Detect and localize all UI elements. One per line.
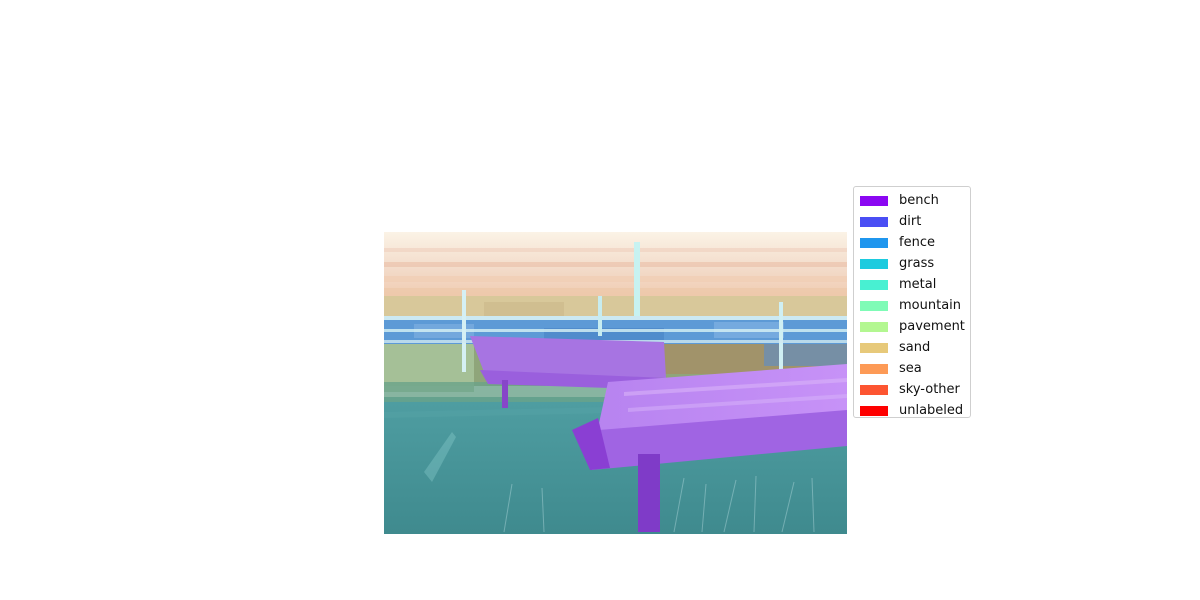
legend-label: pavement [899,319,965,334]
legend: bench dirt fence grass metal mountain pavement… [853,186,971,418]
legend-swatch [860,384,888,395]
legend-item-pavement: pavement [860,316,970,337]
legend-item-grass: grass [860,253,970,274]
legend-item-unlabeled: unlabeled [860,400,970,421]
metal-rail [384,316,847,320]
legend-item-sea: sea [860,358,970,379]
legend-label: metal [899,277,937,292]
legend-label: fence [899,235,935,250]
legend-label: unlabeled [899,403,964,418]
legend-label: bench [899,193,939,208]
legend-item-mountain: mountain [860,295,970,316]
bench-far [470,336,666,378]
legend-item-fence: fence [860,232,970,253]
legend-item-sky-other: sky-other [860,379,970,400]
legend-swatch [860,405,888,416]
legend-swatch [860,363,888,374]
legend-label: sand [899,340,931,355]
legend-label: sea [899,361,922,376]
legend-item-sand: sand [860,337,970,358]
legend-swatch [860,237,888,248]
legend-item-metal: metal [860,274,970,295]
segmentation-overlay-scene [384,232,847,534]
legend-label: mountain [899,298,962,313]
legend-swatch [860,342,888,353]
legend-swatch [860,258,888,269]
legend-swatch [860,216,888,227]
legend-label: sky-other [899,382,960,397]
grass-texture [503,475,815,533]
legend-label: grass [899,256,935,271]
legend-swatch [860,279,888,290]
legend-swatch [860,300,888,311]
legend-swatch [860,195,888,206]
legend-item-bench: bench [860,190,970,211]
segmentation-image [384,232,847,534]
legend-swatch [860,321,888,332]
legend-item-dirt: dirt [860,211,970,232]
metal-post [462,290,466,372]
legend-label: dirt [899,214,922,229]
